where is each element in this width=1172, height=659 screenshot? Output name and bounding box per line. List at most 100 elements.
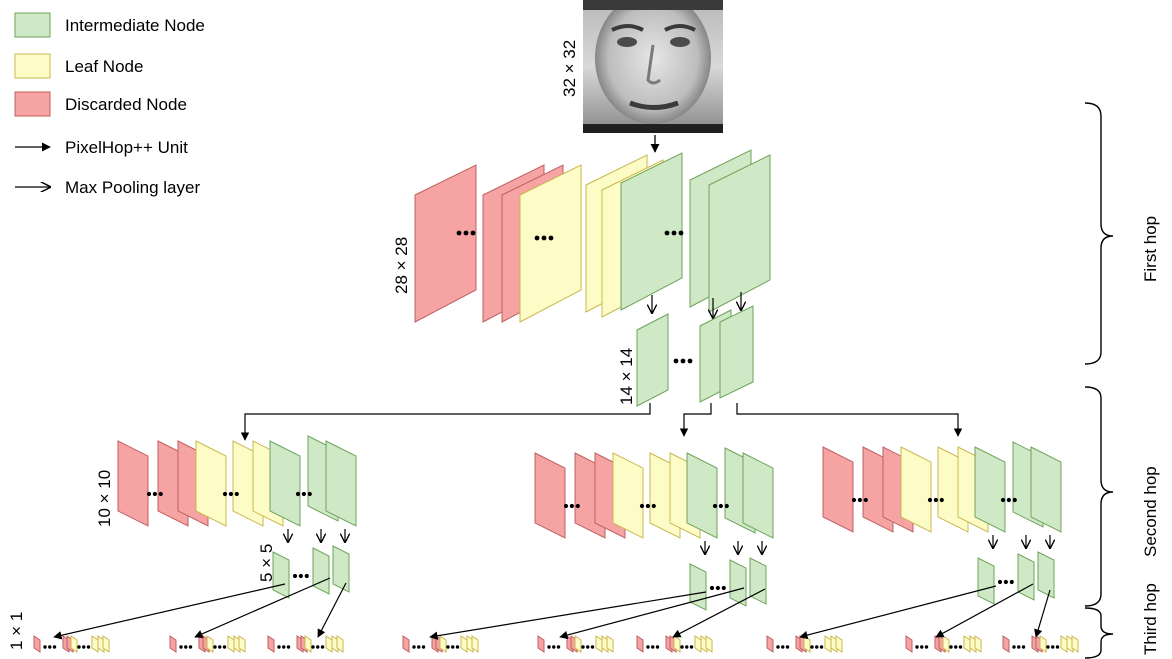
ellipsis-dot xyxy=(43,645,47,649)
arrow-pool1-to-hop2-middle xyxy=(679,403,712,437)
ellipsis-dot xyxy=(810,645,814,649)
ellipsis-dot xyxy=(655,645,660,649)
hop2-groups xyxy=(33,435,1079,653)
pool2-node xyxy=(312,547,330,595)
ellipsis-dot xyxy=(645,503,650,509)
hop3-groups xyxy=(33,577,1079,653)
ellipsis-dot xyxy=(939,497,944,503)
hop2-node xyxy=(900,446,932,533)
ellipsis-dot xyxy=(651,645,655,649)
legend-label-leaf: Leaf Node xyxy=(65,57,143,76)
dim-label-hop3: 1 × 1 xyxy=(7,612,26,650)
ellipsis-dot xyxy=(295,491,301,497)
hop3-node xyxy=(537,635,545,653)
ellipsis-dot xyxy=(721,585,726,591)
ellipsis-dot xyxy=(724,503,729,509)
ellipsis-dot xyxy=(213,645,217,649)
hop3-node xyxy=(304,635,312,653)
hop3-node xyxy=(766,635,774,653)
ellipsis-dot xyxy=(86,645,91,649)
arrow-pool2-to-hop3 xyxy=(53,583,286,640)
ellipsis-dot xyxy=(451,645,455,649)
ellipsis-dot xyxy=(785,645,790,649)
hop2-node xyxy=(1030,446,1062,533)
arrow-pool2-to-hop3 xyxy=(194,577,331,638)
arrow-pool2-to-hop3 xyxy=(1034,589,1051,638)
ellipsis-dot xyxy=(680,645,684,649)
arrow-pool1-to-hop2-right xyxy=(736,403,963,437)
arrow-pool2-to-hop3 xyxy=(935,583,1034,638)
hop3-node xyxy=(595,635,603,653)
hop3-node xyxy=(905,635,913,653)
dim-label-pool2: 5 × 5 xyxy=(257,544,276,582)
hop3-node xyxy=(673,635,681,653)
brace-first-hop xyxy=(1084,102,1114,365)
hop1-ellipses xyxy=(456,230,684,241)
ellipsis-dot xyxy=(933,497,938,503)
hop-label-third: Third hop xyxy=(1141,583,1160,655)
legend-label-discarded: Discarded Node xyxy=(65,95,187,114)
legend-label-max-pooling: Max Pooling layer xyxy=(65,178,200,197)
hop2-group-1 xyxy=(117,435,357,599)
hop2-group-3 xyxy=(822,441,1062,605)
ellipsis-dot xyxy=(277,645,281,649)
ellipsis-dot xyxy=(715,585,720,591)
ellipsis-dot xyxy=(1006,497,1011,503)
ellipsis-dot xyxy=(927,497,933,503)
brace-second-hop xyxy=(1084,386,1114,607)
hop2-node xyxy=(325,440,357,527)
pool2-node xyxy=(1017,553,1035,601)
ellipsis-dot xyxy=(188,645,193,649)
hop3-node xyxy=(963,635,971,653)
dim-label-hop1: 28 × 28 xyxy=(392,237,411,294)
ellipsis-dot xyxy=(307,491,312,497)
ellipsis-dot xyxy=(781,645,785,649)
ellipsis-dot xyxy=(1055,645,1060,649)
ellipsis-dot xyxy=(1021,645,1026,649)
ellipsis-dot xyxy=(320,645,325,649)
ellipsis-dot xyxy=(417,645,421,649)
hop2-node xyxy=(686,452,718,539)
arrow-pool2-to-hop3 xyxy=(317,582,347,638)
hop3-node xyxy=(206,635,214,653)
ellipsis-dot xyxy=(997,579,1003,585)
ellipsis-dot xyxy=(455,645,460,649)
hop3-node xyxy=(606,635,614,653)
ellipsis-dot xyxy=(82,645,86,649)
ellipsis-dot xyxy=(1000,497,1006,503)
hop3-node xyxy=(402,635,410,653)
hop3-node xyxy=(267,635,275,653)
hop3-node xyxy=(1071,635,1079,653)
hop-label-first: First hop xyxy=(1141,216,1160,282)
hop2-node xyxy=(534,452,566,539)
hop2-node xyxy=(195,440,227,527)
hop3-node xyxy=(574,635,582,653)
hop3-group-2 xyxy=(169,635,246,653)
hop3-node xyxy=(942,635,950,653)
hop3-group-1 xyxy=(33,635,110,653)
ellipsis-dot xyxy=(1046,645,1050,649)
ellipsis-dot xyxy=(421,645,426,649)
ellipsis-dot xyxy=(776,645,780,649)
ellipsis-dot xyxy=(1012,497,1017,503)
ellipsis-dot xyxy=(581,645,585,649)
pool2-node xyxy=(332,545,350,593)
ellipsis-dot xyxy=(646,645,650,649)
ellipsis-dot xyxy=(158,491,163,497)
ellipsis-dot xyxy=(556,645,561,649)
ellipsis-dot xyxy=(298,573,303,579)
ellipsis-dot xyxy=(412,645,416,649)
hop2-node xyxy=(612,452,644,539)
hop-braces xyxy=(1084,102,1114,659)
ellipsis-dot xyxy=(1051,645,1055,649)
ellipsis-dot xyxy=(924,645,929,649)
ellipsis-dot xyxy=(590,645,595,649)
hop3-group-6 xyxy=(636,635,713,653)
hop3-node xyxy=(974,635,982,653)
ellipsis-dot xyxy=(851,497,857,503)
hop3-node xyxy=(238,635,246,653)
ellipsis-dot xyxy=(569,503,574,509)
hop3-node xyxy=(636,635,644,653)
ellipsis-dot xyxy=(301,491,306,497)
